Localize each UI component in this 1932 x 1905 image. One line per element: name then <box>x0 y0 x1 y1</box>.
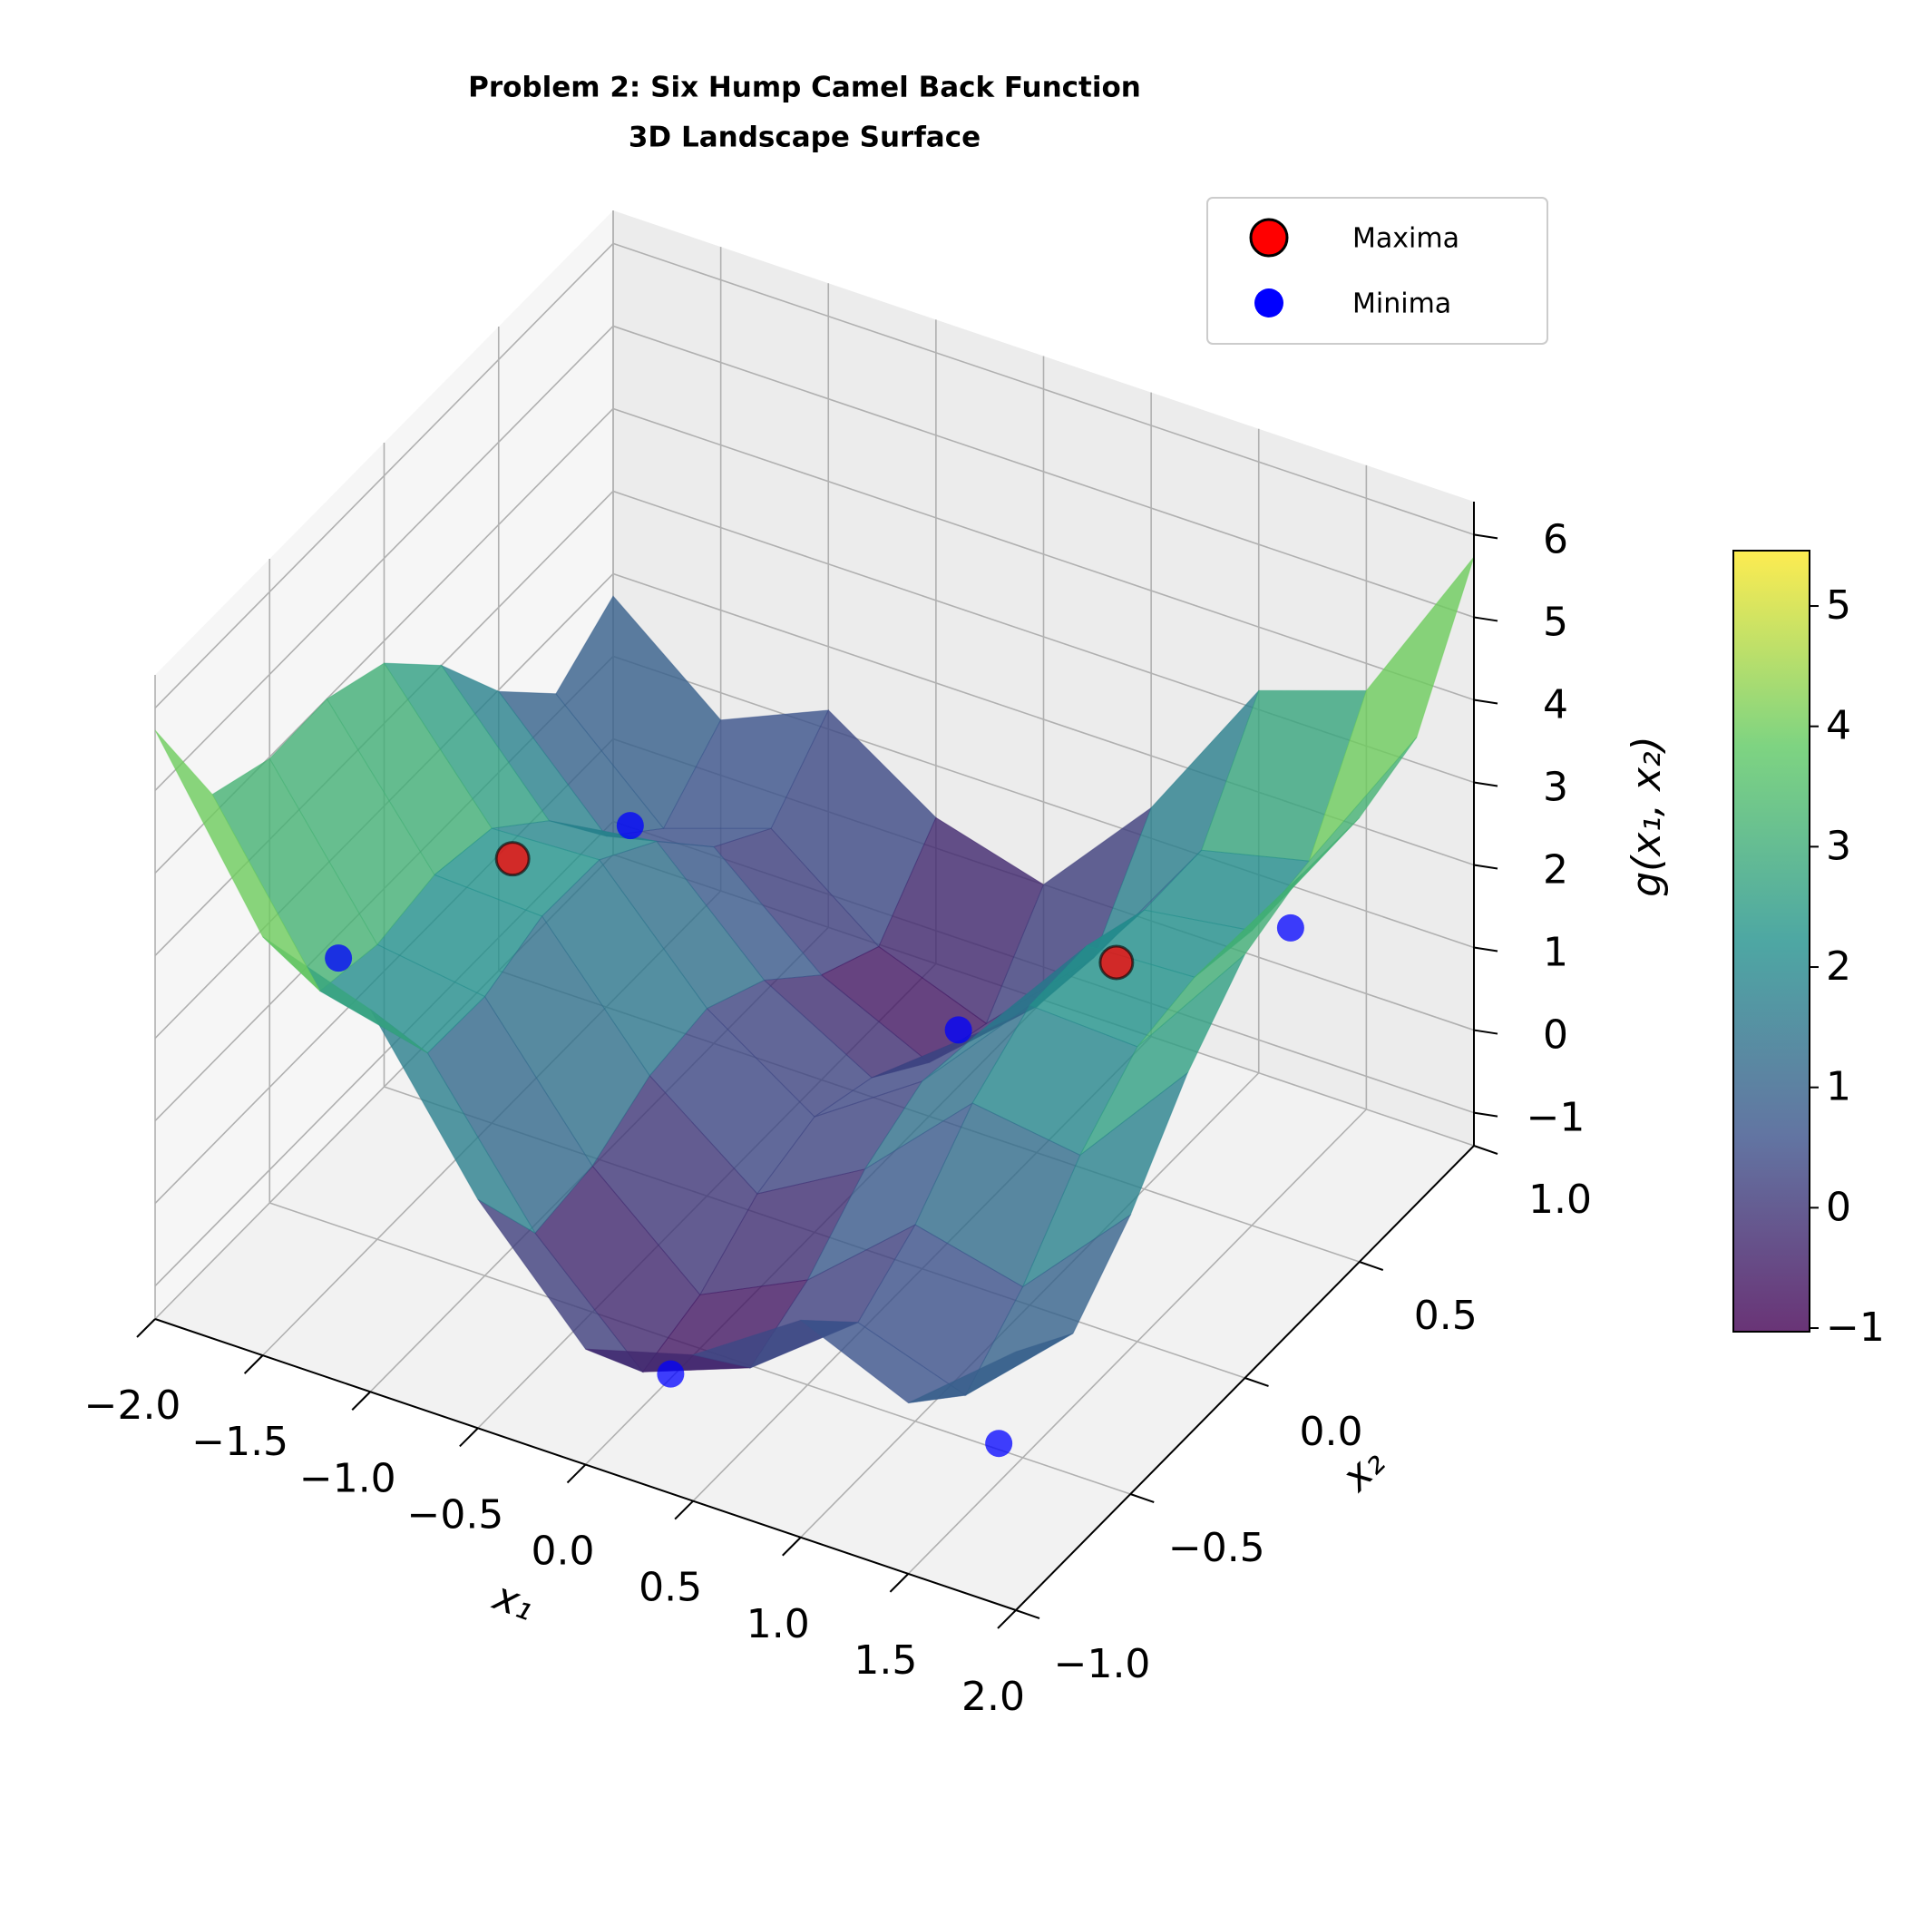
z-tick <box>1473 946 1498 952</box>
legend-marker <box>1249 218 1289 258</box>
z-tick-label: 2 <box>1543 847 1568 894</box>
y-tick <box>1015 1609 1040 1619</box>
point <box>494 841 531 877</box>
y-tick-label: 0.0 <box>1300 1409 1363 1455</box>
x-tick-label: 0.5 <box>639 1565 702 1611</box>
z-axis-label: g(x₁, x₂) <box>1624 736 1670 897</box>
x-tick-label: −1.5 <box>191 1419 288 1465</box>
y-tick <box>1244 1377 1269 1387</box>
x-tick <box>889 1573 910 1593</box>
x-tick-label: 1.0 <box>746 1601 810 1647</box>
z-tick <box>1473 533 1498 540</box>
z-tick-label: −1 <box>1527 1095 1586 1141</box>
z-tick <box>1473 698 1498 705</box>
colorbar-scale <box>1732 550 1810 1333</box>
x-tick-label: −0.5 <box>406 1491 503 1538</box>
point <box>944 1016 972 1044</box>
colorbar-tick-label: −1 <box>1826 1304 1885 1351</box>
y-tick-label: 1.0 <box>1528 1177 1592 1223</box>
x-tick-label: 2.0 <box>961 1674 1025 1720</box>
z-tick <box>1473 1029 1498 1035</box>
point <box>657 1360 685 1388</box>
x-tick-label: 1.5 <box>854 1637 917 1684</box>
point <box>325 944 353 972</box>
x-tick-label: −2.0 <box>84 1382 181 1429</box>
surface-facet <box>483 915 650 1167</box>
y-tick-label: −1.0 <box>1054 1641 1151 1687</box>
x-tick <box>136 1318 156 1338</box>
x-tick <box>674 1500 694 1520</box>
x-tick <box>566 1463 587 1484</box>
grid-line <box>612 655 1475 949</box>
point <box>1098 944 1135 981</box>
z-tick <box>1473 864 1498 870</box>
colorbar: −1 0 1 2 3 4 5 <box>1732 550 1885 1351</box>
y-tick <box>1129 1493 1155 1503</box>
colorbar-tick-label: 0 <box>1826 1184 1851 1230</box>
surface-facet <box>598 840 766 1010</box>
surface-facet <box>268 698 435 946</box>
surface <box>154 556 1475 1404</box>
point <box>1276 913 1304 942</box>
colorbar-tick-label: 4 <box>1826 703 1851 749</box>
colorbar-tick-label: 3 <box>1826 823 1851 869</box>
x-tick <box>997 1609 1017 1629</box>
z-tick <box>1473 616 1498 622</box>
surface-facet <box>908 1333 1074 1403</box>
chart-title: Problem 2: Six Hump Camel Back Function <box>468 72 1141 104</box>
point <box>616 812 644 840</box>
x-tick <box>459 1427 479 1448</box>
points <box>325 812 1304 1458</box>
grid-line <box>612 325 1475 619</box>
x-axis-label: x₁ <box>486 1573 541 1631</box>
y-tick-label: −0.5 <box>1168 1525 1265 1571</box>
grid-line <box>154 242 614 708</box>
grid-line <box>154 325 614 791</box>
z-tick-label: 3 <box>1543 764 1568 810</box>
z-tick-label: 6 <box>1543 516 1568 562</box>
grid-line <box>612 407 1475 701</box>
x-tick-label: 0.0 <box>532 1529 595 1575</box>
z-tick-label: 5 <box>1543 599 1568 645</box>
y-tick <box>1473 1145 1498 1155</box>
legend-label: Maxima <box>1352 223 1459 255</box>
z-tick-label: 4 <box>1543 681 1568 728</box>
z-tick <box>1473 1111 1498 1118</box>
point <box>985 1430 1013 1458</box>
z-tick-label: 1 <box>1543 930 1568 976</box>
surface-facet <box>211 757 378 992</box>
y-tick-label: 0.5 <box>1414 1293 1478 1339</box>
z-tick-label: 0 <box>1543 1012 1568 1059</box>
x-tick <box>351 1391 371 1411</box>
colorbar-tick-label: 2 <box>1826 943 1851 990</box>
colorbar-tick-label: 1 <box>1826 1064 1851 1110</box>
legend-marker <box>1254 288 1283 318</box>
x-tick-label: −1.0 <box>299 1455 396 1501</box>
x-tick <box>243 1354 264 1374</box>
legend-box <box>1206 197 1548 345</box>
colorbar-tick-label: 5 <box>1826 582 1851 629</box>
x-tick <box>782 1537 802 1557</box>
legend: Maxima Minima <box>1206 197 1548 345</box>
surface-facet <box>1251 737 1418 932</box>
y-tick <box>1359 1261 1384 1271</box>
surface-facet <box>369 1009 536 1234</box>
z-tick <box>1473 781 1498 787</box>
chart-subtitle: 3D Landscape Surface <box>629 122 981 154</box>
legend-label: Minima <box>1352 288 1451 320</box>
grid-line <box>612 242 1475 536</box>
surface-facet <box>154 729 321 992</box>
